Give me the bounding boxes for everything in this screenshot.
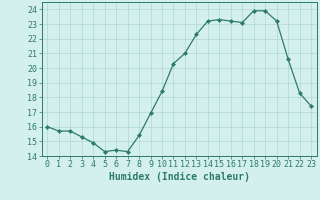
X-axis label: Humidex (Indice chaleur): Humidex (Indice chaleur) [109, 172, 250, 182]
